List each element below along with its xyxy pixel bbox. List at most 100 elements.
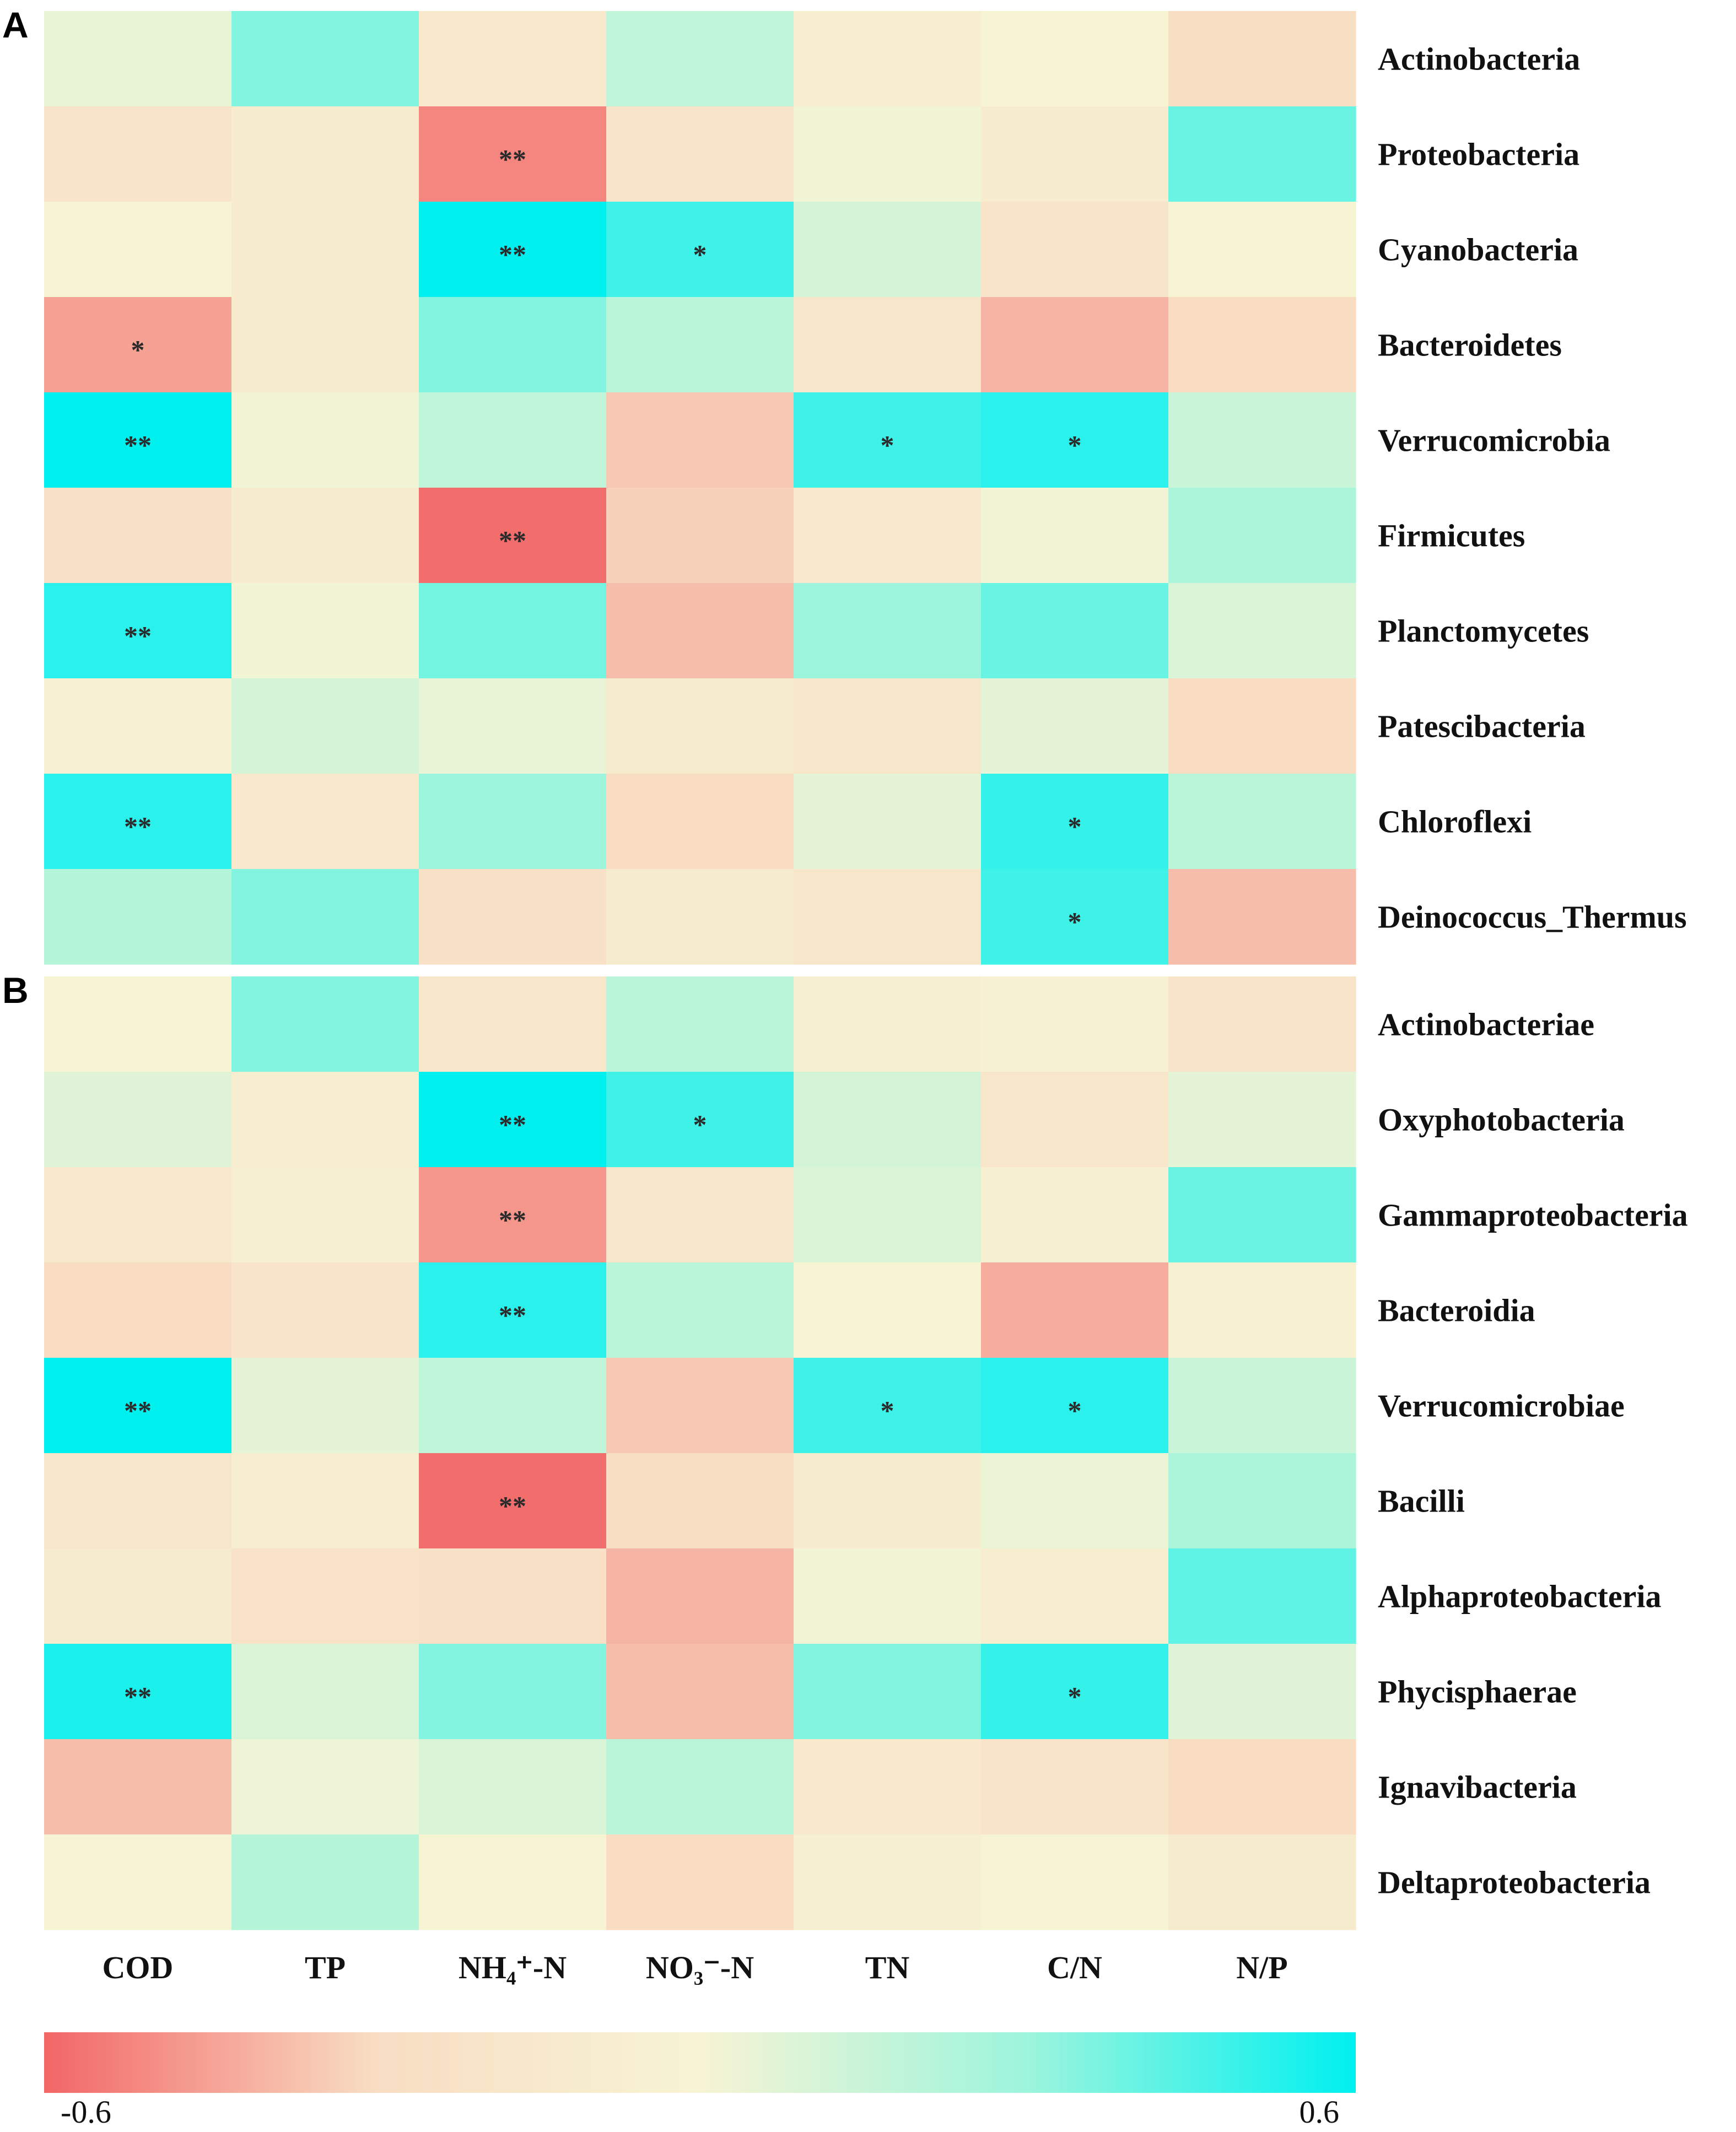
row-label: Chloroflexi [1378,804,1532,840]
heatmap-cell [1168,1167,1356,1263]
panel-label: B [2,970,29,1011]
significance-mark: ** [499,525,526,556]
heatmap-cell [606,1739,794,1835]
heatmap-cell [44,1548,232,1644]
heatmap-cell [1168,1644,1356,1740]
row-label: Cyanobacteria [1378,232,1578,268]
significance-mark: * [1068,1395,1082,1426]
significance-mark: ** [499,239,526,270]
heatmap-cell [231,392,419,488]
row-label: Verrucomicrobia [1378,423,1610,458]
heatmap-cell [606,869,794,965]
column-label: C/N [1047,1950,1102,1985]
heatmap-cell [231,202,419,298]
heatmap-cell [419,678,607,774]
color-scale-gradient [44,2032,1356,2093]
heatmap-cell [606,678,794,774]
row-label: Proteobacteria [1378,137,1579,172]
heatmap-cell [44,11,232,107]
significance-mark: ** [124,430,152,461]
heatmap-cell [419,1358,607,1454]
heatmap-cell [794,1453,982,1549]
heatmap-cell [794,297,982,393]
heatmap-cell [606,297,794,393]
significance-mark: * [131,334,145,365]
heatmap-cell [981,976,1169,1072]
heatmap-cell [419,1167,607,1263]
heatmap-cell [44,392,232,488]
heatmap-cell [606,202,794,298]
heatmap-cell [981,202,1169,298]
heatmap-cell [981,1262,1169,1358]
heatmap-cell [606,1453,794,1549]
heatmap-cell [44,297,232,393]
row-label: Patescibacteria [1378,709,1586,744]
heatmap-cell [981,1834,1169,1930]
heatmap-cell [44,678,232,774]
heatmap-cell [419,1739,607,1835]
row-label: Verrucomicrobiae [1378,1388,1625,1424]
heatmap-cell [981,392,1169,488]
heatmap-cell [231,1358,419,1454]
heatmap-cell [1168,1262,1356,1358]
heatmap-cell [606,583,794,679]
heatmap-cell [419,583,607,679]
heatmap-cell [606,488,794,584]
significance-mark: ** [124,811,152,842]
row-label: Alphaproteobacteria [1378,1579,1661,1615]
color-scale-bar: -0.6 0.6 [44,2032,1356,2130]
heatmap-cell [231,869,419,965]
heatmap-cell [981,1167,1169,1263]
heatmap-cell [44,1453,232,1549]
heatmap-cell [44,1262,232,1358]
heatmap-cell [44,774,232,870]
heatmap-cell [794,976,982,1072]
heatmap-cell [981,1739,1169,1835]
heatmap-cell [794,774,982,870]
heatmap-cell [44,869,232,965]
heatmap-cell [419,202,607,298]
heatmap-cell [1168,1834,1356,1930]
heatmap-cell [231,11,419,107]
heatmap-cell [794,1548,982,1644]
heatmap-cell [981,1453,1169,1549]
heatmap-cell [419,297,607,393]
heatmap-cell [794,106,982,202]
row-label: Actinobacteria [1378,41,1580,77]
heatmap-cell [794,202,982,298]
heatmap-cell [794,1834,982,1930]
heatmap-cell [44,1358,232,1454]
heatmap-cell [1168,297,1356,393]
column-label: TN [865,1950,910,1985]
row-label: Planctomycetes [1378,613,1589,649]
heatmap-cell [44,106,232,202]
row-label: Bacilli [1378,1483,1465,1519]
heatmap-cell [231,488,419,584]
heatmap-cell [606,1358,794,1454]
heatmap-cell [231,1167,419,1263]
heatmap-cell [981,1358,1169,1454]
heatmap-cell [419,1453,607,1549]
significance-mark: * [881,430,894,461]
heatmap-cell [981,488,1169,584]
heatmap-cell [1168,774,1356,870]
row-label: Firmicutes [1378,518,1525,554]
heatmap-cell [606,1834,794,1930]
heatmap-cell [794,583,982,679]
heatmap-cell [606,774,794,870]
heatmap-cell [1168,678,1356,774]
significance-mark: * [1068,1681,1082,1712]
column-label: NO₃⁻-N [646,1950,754,1985]
heatmap-cell [1168,106,1356,202]
heatmap-cell [981,11,1169,107]
heatmap-cell [981,583,1169,679]
column-label: NH₄⁺-N [459,1950,567,1985]
heatmap-cell [1168,488,1356,584]
heatmap-cell [231,774,419,870]
heatmap-cell [231,1548,419,1644]
heatmap-cell [606,1072,794,1168]
row-label: Gammaproteobacteria [1378,1197,1688,1233]
color-scale-min-label: -0.6 [61,2094,111,2130]
